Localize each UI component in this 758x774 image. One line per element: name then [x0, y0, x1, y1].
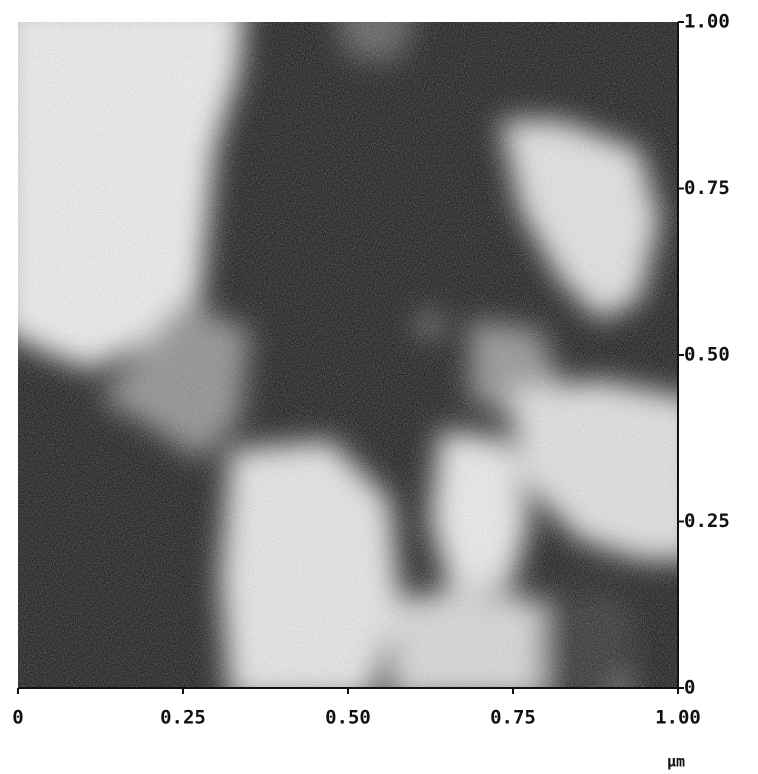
x-tick-label: 0.25	[160, 707, 206, 729]
x-axis-label: μm	[667, 753, 685, 771]
x-tick-label: 0	[12, 707, 23, 729]
x-tick-label: 0.50	[325, 707, 371, 729]
y-tick-label: 0	[684, 677, 695, 699]
y-tick-label: 0.50	[684, 344, 730, 366]
afm-image	[18, 22, 678, 688]
y-tick-label: 0.75	[684, 177, 730, 199]
x-tick-label: 0.75	[490, 707, 536, 729]
x-tick-label: 1.00	[655, 707, 701, 729]
y-tick-label: 0.25	[684, 510, 730, 532]
y-tick-label: 1.00	[684, 11, 730, 33]
